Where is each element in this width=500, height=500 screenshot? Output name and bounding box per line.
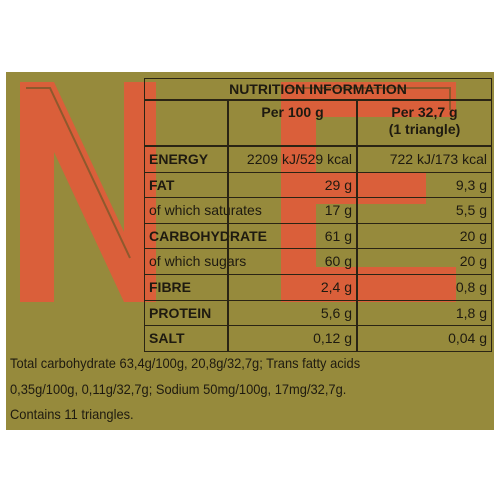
row-label: FAT <box>144 171 228 199</box>
value-per-portion: 0,8 g <box>357 274 492 301</box>
column-header-text: (1 triangle) <box>388 121 461 137</box>
value-per-portion: 5,5 g <box>357 197 492 224</box>
row-label: CARBOHYDRATE <box>144 222 267 250</box>
row-label: PROTEIN <box>144 299 228 327</box>
value-per-portion: 20 g <box>357 248 492 275</box>
row-label: of which saturates <box>144 197 262 224</box>
column-header: Per 100 g <box>228 100 357 146</box>
row-label: FIBRE <box>144 274 228 301</box>
value-per-100g: 2,4 g <box>228 274 357 301</box>
value-per-100g: 61 g <box>228 222 357 250</box>
value-per-100g: 60 g <box>228 248 357 275</box>
footnote-line: Total carbohydrate 63,4g/100g, 20,8g/32,… <box>10 355 361 371</box>
footnote-line: Contains 11 triangles. <box>10 406 134 422</box>
footnote-line: 0,35g/100g, 0,11g/32,7g; Sodium 50mg/100… <box>10 381 347 397</box>
column-header-text: Per 32,7 g <box>391 104 458 120</box>
nutrition-label: NUTRITION INFORMATION Per 100 g Per 32,7 g… <box>6 72 494 430</box>
column-corner <box>144 100 228 146</box>
table-title: NUTRITION INFORMATION <box>144 78 492 100</box>
row-label: SALT <box>144 325 228 352</box>
value-per-100g: 2209 kJ/529 kcal <box>228 146 357 173</box>
decoration <box>20 82 456 302</box>
value-per-portion: 9,3 g <box>357 171 492 199</box>
value-per-100g: 29 g <box>228 171 357 199</box>
value-per-100g: 0,12 g <box>228 325 357 352</box>
value-per-100g: 5,6 g <box>228 299 357 327</box>
value-per-portion: 1,8 g <box>357 299 492 327</box>
row-label: of which sugars <box>144 248 246 275</box>
value-per-portion: 722 kJ/173 kcal <box>357 146 492 173</box>
row-label: ENERGY <box>144 146 228 173</box>
column-header: Per 32,7 g (1 triangle) <box>357 100 492 146</box>
value-per-portion: 20 g <box>357 222 492 250</box>
value-per-100g: 17 g <box>228 197 357 224</box>
value-per-portion: 0,04 g <box>357 325 492 352</box>
